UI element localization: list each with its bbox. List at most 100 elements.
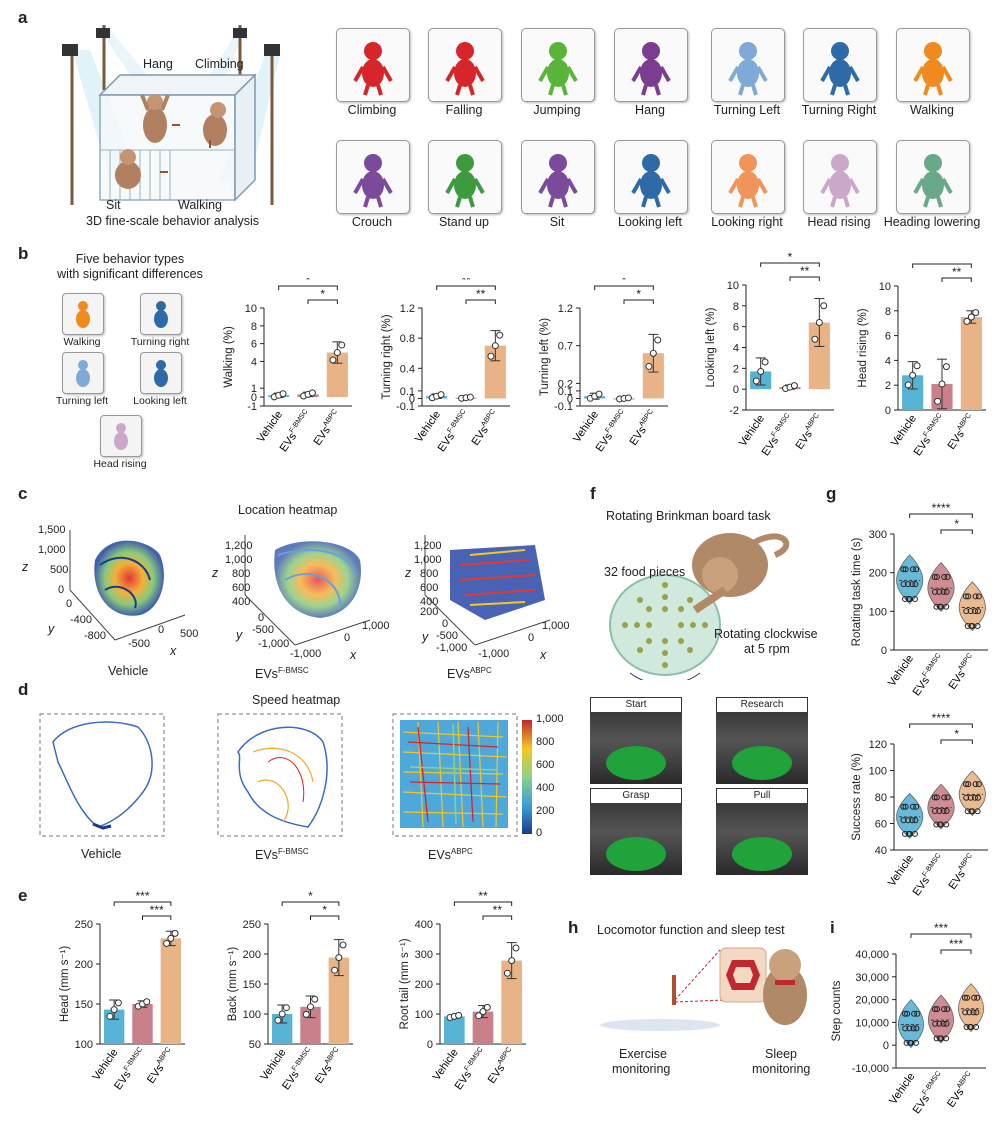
data-point — [975, 781, 982, 788]
y-axis-label: Root tail (mm s⁻¹) — [399, 938, 411, 1029]
b-title-1: Five behavior types — [75, 252, 185, 266]
data-point — [901, 1010, 908, 1017]
mini-card-head-rising — [100, 415, 142, 457]
monkey-icon — [728, 154, 768, 208]
d-title: Speed heatmap — [252, 693, 341, 707]
y-tick-label: 250 — [75, 919, 93, 931]
behavior-card-walking — [896, 28, 970, 102]
sig-star: * — [954, 727, 959, 741]
sig-star: ** — [800, 264, 810, 278]
y-tick-label: 0 — [567, 393, 573, 405]
sig-star: * — [320, 287, 325, 301]
chart-success-rate: 40 60 80 100 120 Success rate (%) VehicleEVsF-… — [851, 711, 988, 898]
cbar-400: 400 — [536, 782, 555, 794]
c3-z-400: 400 — [420, 596, 439, 608]
sig-star: ** — [476, 287, 486, 301]
behavior-card-jumping — [521, 28, 595, 102]
y-tick-label: 60 — [875, 819, 887, 831]
bar — [472, 1011, 494, 1044]
data-point — [508, 957, 516, 965]
data-point — [940, 807, 947, 814]
y-tick-label: 6 — [733, 322, 739, 334]
data-point — [968, 808, 975, 815]
sig-bracket — [910, 933, 972, 938]
panel-label-i: i — [830, 918, 835, 937]
y-tick-label: 0.8 — [400, 333, 415, 345]
panel-label-a: a — [18, 8, 28, 27]
bar — [444, 1016, 465, 1044]
data-point — [900, 581, 907, 588]
monkey-icon — [353, 154, 393, 208]
data-point — [171, 929, 179, 937]
data-point — [933, 603, 940, 610]
data-point — [909, 581, 916, 588]
data-point — [905, 830, 912, 837]
c3-y-0: 0 — [442, 618, 449, 630]
c3-x-0: 0 — [528, 632, 535, 644]
c2-z-1000: 1,000 — [225, 554, 253, 566]
c2-x-0: 0 — [344, 632, 351, 644]
y-tick-label: 200 — [869, 568, 887, 580]
mini-card-caption: Walking — [63, 336, 101, 348]
data-point — [972, 593, 979, 600]
c1-z-1500: 1,500 — [38, 524, 66, 536]
behavior-caption: Jumping — [533, 103, 581, 117]
x-tick-label: Vehicle — [413, 409, 443, 445]
c2-y-0: 0 — [258, 612, 265, 624]
data-point — [649, 349, 657, 357]
x-tick-label: EVsF-BMSC — [910, 652, 948, 698]
c1-z-500: 500 — [50, 564, 69, 576]
data-point — [963, 1023, 970, 1030]
y-tick-label: 0 — [881, 645, 887, 657]
f-food-pieces: 32 food pieces — [604, 565, 686, 579]
data-point — [943, 807, 950, 814]
data-point — [931, 573, 938, 580]
data-point — [943, 1035, 950, 1042]
data-point — [645, 362, 653, 370]
y-tick-label: 10 — [727, 280, 739, 292]
sig-bracket — [789, 276, 820, 281]
monkey-icon — [820, 154, 860, 208]
b-title-2: with significant differences — [57, 267, 203, 281]
data-point — [963, 317, 971, 325]
behavior-card-heading-lowering — [896, 140, 970, 214]
sig-star: * — [322, 903, 327, 917]
x-tick-label: Vehicle — [258, 1047, 288, 1083]
data-point — [931, 588, 938, 595]
stage-start-label: Start — [590, 697, 682, 713]
monkey-icon — [76, 360, 90, 387]
data-point — [941, 573, 948, 580]
speed-heatmaps — [39, 713, 532, 837]
bar — [160, 938, 182, 1044]
c3-z-800: 800 — [420, 568, 439, 580]
behavior-card-turning-left — [711, 28, 785, 102]
y-tick-label: 6 — [885, 331, 891, 343]
behavior-card-turning-right — [803, 28, 877, 102]
c3-x-1000b: 1,000 — [542, 620, 570, 632]
sig-bracket — [623, 299, 654, 304]
y-tick-label: 300 — [869, 529, 887, 541]
y-tick-label: 0.7 — [558, 341, 573, 353]
data-point — [331, 966, 339, 974]
data-point — [937, 1035, 944, 1042]
data-point — [282, 1004, 290, 1012]
panel-label-e: e — [18, 886, 28, 905]
sig-star: ** — [952, 265, 962, 279]
cage-label-hang: Hang — [143, 57, 173, 71]
y-axis-label: Back (mm s⁻¹) — [227, 947, 239, 1022]
y-tick-label: 4 — [251, 356, 257, 368]
y-tick-label: 0.1 — [400, 386, 415, 398]
y-tick-label: 40 — [875, 845, 887, 857]
y-tick-label: 120 — [869, 739, 887, 751]
data-point — [820, 302, 828, 310]
data-point — [279, 390, 287, 398]
d3-name: EVsABPC — [428, 847, 473, 863]
data-point — [757, 367, 765, 375]
data-point — [934, 397, 942, 405]
data-point — [110, 1006, 118, 1014]
